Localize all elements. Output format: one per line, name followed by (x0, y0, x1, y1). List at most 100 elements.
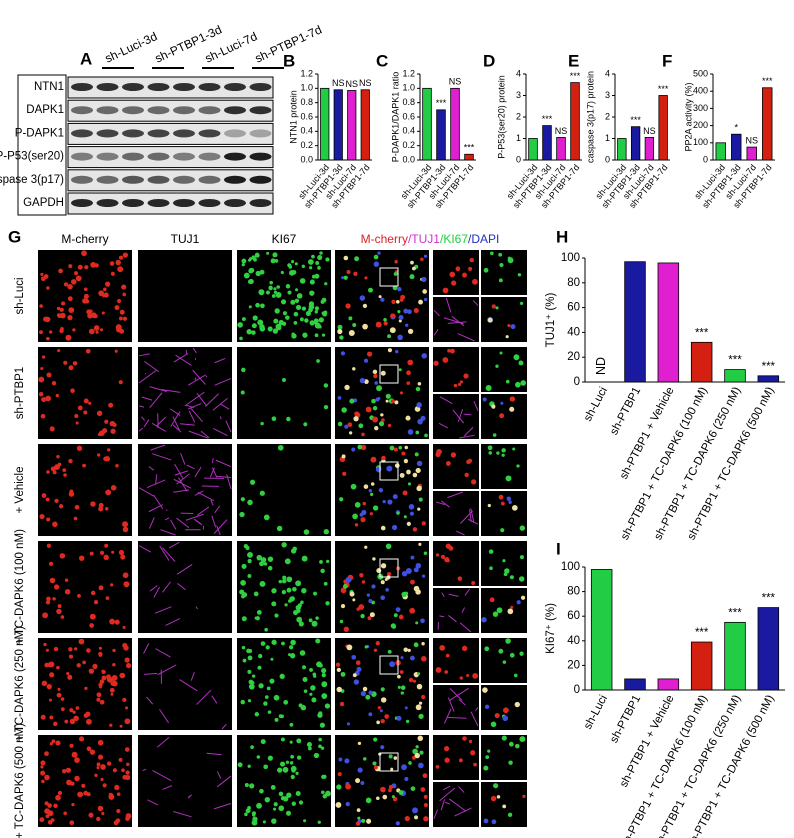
image-cell (115, 324, 122, 331)
image-cell (86, 648, 91, 653)
image-cell (70, 388, 75, 394)
image-cell (502, 660, 507, 664)
image-cell (63, 811, 67, 816)
image-cell (256, 802, 262, 809)
image-cell (345, 783, 351, 790)
image-cell (351, 654, 357, 660)
image-panel (433, 685, 479, 730)
y-tick-label: 4 (516, 68, 521, 78)
image-cell (398, 368, 402, 372)
image-cell (46, 372, 52, 378)
image-fiber (180, 453, 186, 465)
image-cell (323, 404, 329, 410)
image-cell (124, 747, 130, 752)
image-cell (243, 543, 249, 549)
blot-band (96, 129, 119, 138)
image-fiber (148, 504, 164, 513)
image-cell (305, 310, 312, 317)
image-cell (416, 460, 423, 467)
blot-band (249, 106, 272, 115)
lane-label: sh-Luci-3d (103, 29, 160, 65)
image-cell (376, 720, 380, 725)
image-fiber (149, 585, 158, 592)
image-fiber (170, 411, 181, 427)
image-cell (113, 820, 119, 826)
image-fiber (157, 664, 177, 676)
image-cell (403, 647, 408, 652)
bar (528, 138, 538, 161)
image-cell (68, 491, 75, 497)
image-cell (407, 648, 411, 653)
image-fiber (475, 707, 479, 712)
significance-label: *** (630, 115, 641, 125)
image-cell (462, 272, 468, 278)
image-cell (259, 581, 266, 587)
image-cell (321, 672, 326, 678)
image-cell (343, 255, 349, 261)
blot-band (249, 199, 272, 207)
image-cell (52, 597, 56, 601)
image-cell (260, 303, 265, 309)
image-cell (269, 678, 275, 684)
significance-label: *** (728, 607, 742, 619)
merge-title-part: /KI67 (440, 232, 468, 246)
image-fiber (172, 416, 180, 431)
image-cell (502, 559, 506, 563)
image-cell (421, 521, 426, 526)
image-cell (290, 754, 295, 759)
image-cell (88, 401, 92, 405)
image-cell (380, 687, 385, 692)
image-panel (38, 347, 132, 439)
image-fiber (148, 466, 155, 471)
image-fiber (441, 592, 445, 598)
image-cell (417, 672, 421, 676)
image-cell (401, 451, 406, 456)
image-cell (433, 360, 439, 366)
image-cell (384, 714, 390, 719)
image-fiber (143, 643, 150, 654)
image-cell (58, 268, 63, 274)
significance-label: *** (762, 593, 776, 605)
image-cell (315, 616, 319, 620)
image-cell (265, 645, 270, 650)
y-tick-label: 400 (693, 86, 708, 96)
image-cell (38, 392, 44, 397)
image-cell (386, 572, 392, 577)
image-cell (277, 767, 283, 773)
image-cell (303, 529, 310, 535)
image-cell (440, 554, 446, 559)
image-cell (380, 786, 386, 793)
image-cell (281, 377, 286, 382)
image-cell (420, 415, 426, 421)
image-cell (79, 736, 85, 742)
image-cell (114, 349, 118, 353)
image-cell (124, 657, 130, 663)
image-cell (89, 749, 96, 755)
image-fiber (149, 392, 163, 409)
image-cell (373, 261, 380, 267)
image-cell (423, 551, 428, 555)
image-cell (122, 697, 127, 702)
image-cell (264, 695, 269, 699)
image-cell (346, 722, 351, 726)
image-cell (70, 781, 75, 786)
image-cell (400, 656, 404, 660)
image-cell (289, 653, 296, 659)
image-cell (291, 269, 297, 275)
blot-band (198, 129, 221, 138)
bar (690, 341, 713, 383)
image-fiber (459, 434, 475, 439)
image-cell (507, 324, 511, 328)
image-fiber (206, 752, 222, 756)
image-cell (287, 653, 292, 657)
image-cell (397, 334, 403, 341)
image-cell (397, 674, 401, 679)
image-cell (51, 739, 56, 744)
image-cell (321, 790, 325, 795)
image-fiber (194, 377, 197, 381)
image-cell (92, 663, 98, 669)
image-cell (401, 591, 407, 598)
image-cell (508, 760, 513, 765)
image-cell (122, 625, 126, 629)
column-title: TUJ1 (171, 232, 200, 246)
